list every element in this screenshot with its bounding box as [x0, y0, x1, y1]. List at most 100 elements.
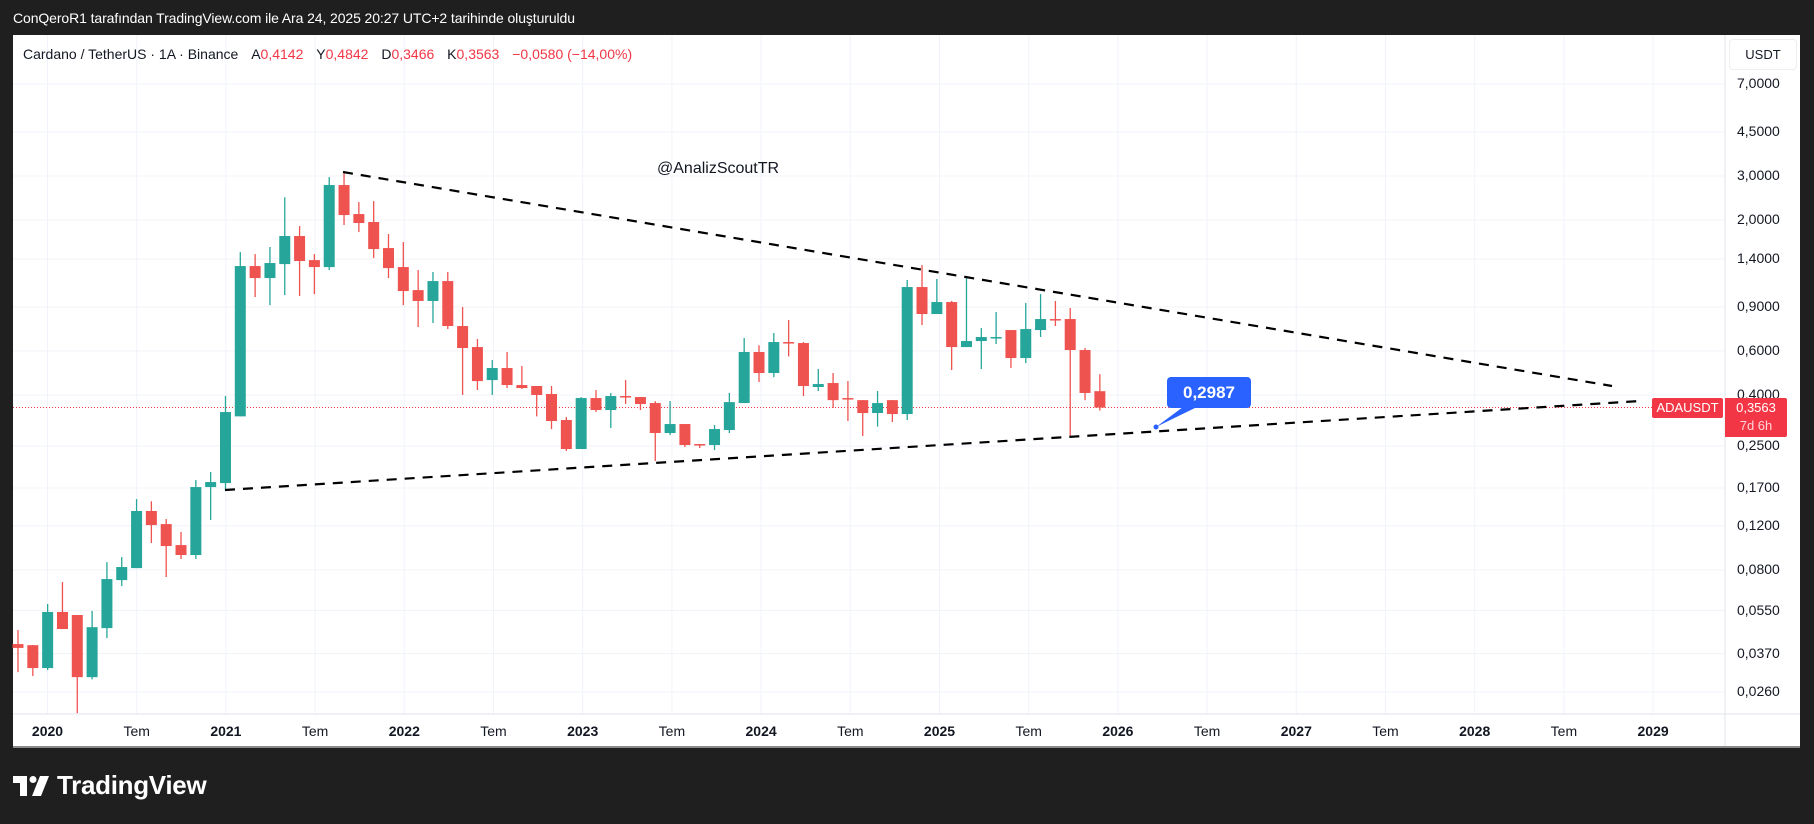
candle-down [916, 287, 928, 315]
price-tick-label: 4,5000 [1737, 122, 1780, 139]
candle-up [116, 567, 128, 581]
time-tick-label: Tem [301, 723, 329, 739]
candle-down [249, 266, 261, 279]
candle-up [42, 611, 54, 669]
price-tick-label: 0,9000 [1737, 297, 1780, 314]
callout-anchor-dot[interactable] [1153, 424, 1159, 430]
candle-down [71, 614, 83, 678]
candle-down [160, 524, 172, 547]
candle-up [86, 627, 98, 678]
price-tick-label: 1,4000 [1737, 249, 1780, 266]
candle-up [872, 403, 884, 414]
candle-down [27, 645, 39, 669]
time-tick-label: 2027 [1280, 723, 1312, 739]
candle-down [649, 403, 661, 434]
candle-down [501, 368, 513, 386]
candle-up [664, 424, 676, 434]
price-tick-label: 7,0000 [1737, 74, 1780, 91]
time-tick-label: 2024 [745, 723, 777, 739]
top-caption-bar: ConQeroR1 tarafından TradingView.com ile… [0, 0, 1814, 35]
time-tick-label: 2021 [210, 723, 242, 739]
candle-up [1035, 319, 1047, 331]
price-tick-label: 3,0000 [1737, 167, 1780, 184]
price-tick-label: 0,0800 [1737, 560, 1780, 577]
time-tick-label: 2023 [567, 723, 599, 739]
price-callout[interactable]: 0,2987 [1167, 377, 1251, 408]
candle-down [1064, 319, 1076, 351]
price-tick-label: 0,1200 [1737, 516, 1780, 533]
time-tick-label: 2022 [388, 723, 420, 739]
candle-down [946, 302, 958, 348]
candle-up [131, 510, 143, 569]
close-value: 0,3563 [456, 46, 500, 62]
candle-up [486, 368, 498, 381]
candle-down [383, 248, 394, 269]
last-price-value: 0,3563 [1736, 400, 1776, 415]
candle-up [605, 396, 617, 411]
currency-button[interactable]: USDT [1729, 39, 1797, 70]
candle-up [205, 482, 217, 488]
candle-up [990, 337, 1002, 339]
lower-trendline[interactable] [224, 399, 1641, 492]
last-price-tag: 0,3563 7d 6h [1725, 398, 1787, 437]
candle-down [827, 383, 839, 401]
time-tick-label: 2029 [1637, 723, 1669, 739]
candle-down [753, 352, 765, 374]
candle-down [1079, 350, 1091, 393]
time-tick-label: Tem [1372, 723, 1399, 739]
tradingview-logo-icon [13, 775, 49, 796]
candle-up [723, 402, 735, 431]
tradingview-logo[interactable]: TradingView [13, 770, 207, 801]
candle-up [901, 287, 913, 415]
candle-down [175, 545, 187, 556]
price-tick-label: 2,0000 [1737, 211, 1780, 228]
time-tick-label: Tem [1193, 723, 1221, 739]
candle-up [264, 263, 276, 279]
candle-down [694, 444, 706, 446]
candle-down [797, 343, 809, 386]
candle-up [427, 281, 439, 301]
price-tick-label: 0,0370 [1737, 644, 1780, 661]
price-tick-label: 0,2500 [1737, 437, 1780, 454]
candle-down [412, 290, 424, 301]
symbol-title[interactable]: Cardano / TetherUS · 1A · Binance [23, 46, 239, 62]
candle-down [679, 424, 691, 446]
candle-down [1049, 319, 1061, 321]
close-label: K [447, 46, 457, 62]
time-tick-label: 2025 [923, 723, 956, 739]
candle-up [1020, 329, 1032, 359]
candle-up [738, 352, 750, 404]
candle-down [1094, 391, 1106, 408]
time-tick-label: Tem [123, 723, 150, 739]
brand-name: TradingView [57, 770, 207, 800]
candle-up [101, 579, 113, 629]
open-value: 0,4142 [260, 46, 304, 62]
high-value: 0,4842 [325, 46, 369, 62]
candle-up [931, 302, 943, 315]
author-watermark: @AnalizScoutTR [657, 160, 780, 177]
candle-down [1005, 330, 1017, 359]
snapshot-caption: ConQeroR1 tarafından TradingView.com ile… [13, 10, 575, 26]
candle-up [190, 487, 202, 556]
time-tick-label: Tem [480, 723, 507, 739]
time-tick-label: 2026 [1102, 723, 1134, 739]
open-label: A [251, 46, 261, 62]
candle-down [145, 510, 157, 526]
symbol-legend[interactable]: Cardano / TetherUS · 1A · Binance A0,414… [23, 46, 632, 62]
time-tick-label: Tem [1015, 723, 1042, 739]
candle-up [234, 266, 246, 417]
candle-up [975, 337, 987, 342]
callout-pointer [1156, 407, 1197, 427]
candles [12, 172, 1106, 714]
candle-down [368, 222, 380, 250]
candle-down [353, 214, 365, 224]
candle-down [620, 396, 632, 398]
low-value: 0,3466 [391, 46, 435, 62]
upper-trendline[interactable] [342, 170, 1613, 388]
candle-down [397, 267, 409, 292]
candle-down [308, 260, 320, 268]
candle-up [768, 342, 780, 374]
price-tick-label: 0,4000 [1737, 385, 1780, 402]
candle-down [56, 611, 68, 630]
